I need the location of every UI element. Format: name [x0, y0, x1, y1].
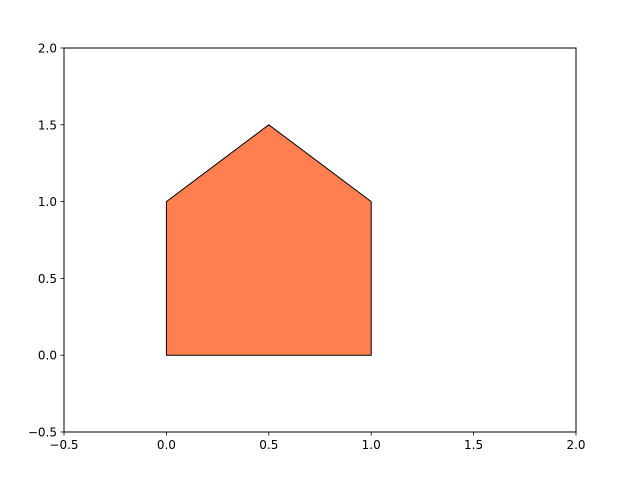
x-tick-label: 0.0 — [157, 438, 176, 452]
house-polygon — [165, 124, 372, 356]
x-tick-label: 0.5 — [259, 438, 278, 452]
axes-frame — [63, 47, 577, 433]
y-tick-label: 0.0 — [38, 349, 57, 363]
y-tick-label: 2.0 — [38, 42, 57, 56]
y-tick-label: −0.5 — [28, 426, 57, 440]
polygon-layer — [165, 124, 372, 356]
x-axis: −0.5 0.0 0.5 1.0 1.5 2.0 — [49, 432, 586, 452]
x-tick-label: 2.0 — [566, 438, 585, 452]
y-tick-label: 1.5 — [38, 118, 57, 132]
x-tick-label: 1.0 — [362, 438, 381, 452]
x-tick-label: −0.5 — [49, 438, 78, 452]
x-tick-label: 1.5 — [464, 438, 483, 452]
y-tick-label: 0.5 — [38, 272, 57, 286]
y-tick-label: 1.0 — [38, 195, 57, 209]
y-axis: −0.5 0.0 0.5 1.0 1.5 2.0 — [28, 42, 64, 440]
